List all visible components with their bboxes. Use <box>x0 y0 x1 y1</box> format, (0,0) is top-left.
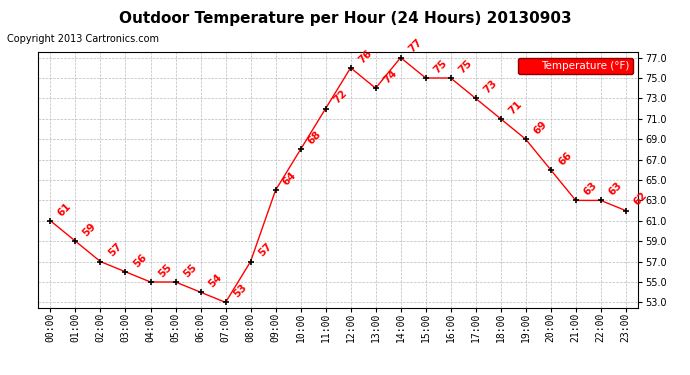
Text: 75: 75 <box>431 58 448 75</box>
Text: 69: 69 <box>531 119 549 136</box>
Text: 62: 62 <box>631 190 649 208</box>
Text: 66: 66 <box>556 150 573 167</box>
Text: 61: 61 <box>56 201 73 218</box>
Text: 56: 56 <box>131 252 148 269</box>
Text: 63: 63 <box>607 180 624 198</box>
Text: Copyright 2013 Cartronics.com: Copyright 2013 Cartronics.com <box>7 34 159 44</box>
Text: Outdoor Temperature per Hour (24 Hours) 20130903: Outdoor Temperature per Hour (24 Hours) … <box>119 11 571 26</box>
Text: 55: 55 <box>156 262 173 279</box>
Text: 76: 76 <box>356 48 373 65</box>
Text: 55: 55 <box>181 262 199 279</box>
Text: 57: 57 <box>256 242 273 259</box>
Text: 64: 64 <box>281 170 299 188</box>
Text: 74: 74 <box>381 68 399 86</box>
Text: 53: 53 <box>231 282 248 300</box>
Text: 71: 71 <box>506 99 524 116</box>
Text: 75: 75 <box>456 58 473 75</box>
Text: 54: 54 <box>206 272 224 290</box>
Text: 57: 57 <box>106 242 124 259</box>
Text: 77: 77 <box>406 38 424 55</box>
Text: 72: 72 <box>331 88 348 106</box>
Text: 68: 68 <box>306 129 324 147</box>
Text: 73: 73 <box>481 78 499 96</box>
Text: 63: 63 <box>581 180 599 198</box>
Text: 59: 59 <box>81 221 98 238</box>
Legend: Temperature (°F): Temperature (°F) <box>518 58 633 74</box>
